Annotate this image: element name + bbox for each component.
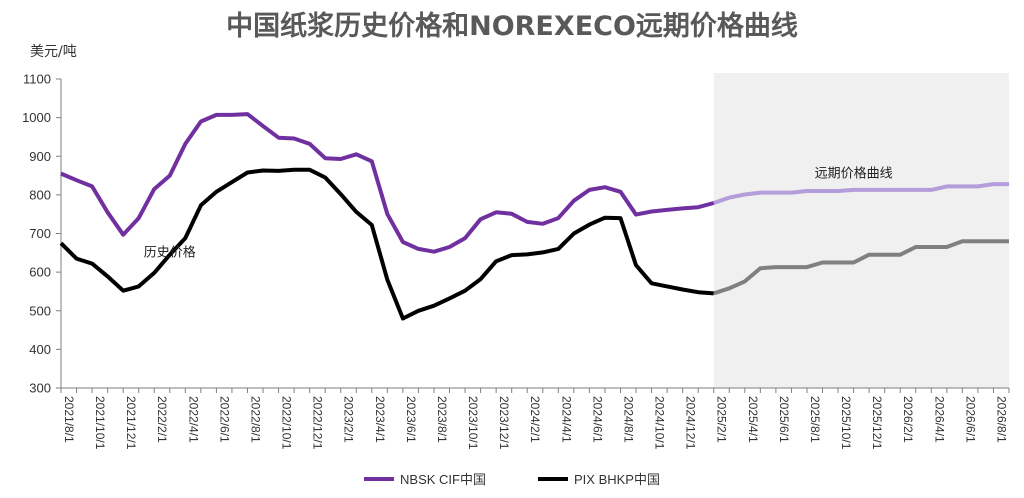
x-tick-label: 2023/10/1: [466, 396, 480, 450]
x-tick-label: 2023/4/1: [373, 396, 387, 443]
x-tick-label: 2026/2/1: [901, 396, 915, 443]
x-tick-label: 2023/8/1: [435, 396, 449, 443]
chart-title: 中国纸浆历史价格和NOREXECO远期价格曲线: [226, 11, 798, 42]
x-tick-label: 2024/10/1: [653, 396, 667, 450]
x-tick-label: 2024/8/1: [621, 396, 635, 443]
series-1-history-line: [59, 167, 714, 321]
annotation-1: 远期价格曲线: [815, 165, 893, 181]
x-tick-label: 2025/12/1: [870, 396, 884, 450]
y-tick-label: 400: [29, 342, 51, 357]
x-tick-label: 2022/8/1: [248, 396, 262, 443]
x-tick-label: 2023/12/1: [497, 396, 511, 450]
x-tick-label: 2025/10/1: [839, 396, 853, 450]
x-tick-label: 2024/4/1: [559, 396, 573, 443]
x-tick-label: 2022/4/1: [186, 396, 200, 443]
series-0-forecast-line: [713, 182, 1009, 205]
annotation-layer: 历史价格 远期价格曲线: [144, 165, 893, 260]
legend-item-nbsk: NBSK CIF中国: [364, 469, 486, 488]
x-tick-label: 2025/6/1: [777, 396, 791, 443]
x-tick-label: 2022/12/1: [311, 396, 325, 450]
x-tick-label: 2022/10/1: [280, 396, 294, 450]
x-tick-label: 2025/2/1: [715, 396, 729, 443]
annotation-0: 历史价格: [144, 245, 196, 261]
legend-item-pix: PIX BHKP中国: [538, 469, 660, 488]
series-layer: [59, 112, 1009, 321]
legend-label-nbsk: NBSK CIF中国: [400, 472, 486, 487]
series-1-forecast-line: [713, 239, 1009, 296]
legend-swatch-nbsk: [364, 476, 395, 481]
x-tick-label: 2024/12/1: [684, 396, 698, 450]
y-axis-unit-label: 美元/吨: [30, 44, 77, 60]
y-tick-label: 1000: [22, 110, 51, 125]
x-tick-label: 2024/6/1: [590, 396, 604, 443]
x-tick-label: 2021/10/1: [93, 396, 107, 450]
legend: NBSK CIF中国 PIX BHKP中国: [0, 469, 1024, 488]
x-tick-label: 2023/6/1: [404, 396, 418, 443]
x-tick-label: 2022/6/1: [217, 396, 231, 443]
x-tick-label: 2026/8/1: [994, 396, 1008, 443]
legend-swatch-pix: [538, 476, 568, 481]
x-tick-label: 2024/2/1: [528, 396, 542, 443]
y-axis: 300 400 500 600 700 800 900 1000 1100: [22, 72, 62, 396]
x-tick-label: 2026/4/1: [932, 396, 946, 443]
x-tick-label: 2025/4/1: [746, 396, 760, 443]
y-tick-label: 900: [29, 149, 51, 164]
x-tick-label: 2026/6/1: [963, 396, 977, 443]
y-tick-label: 700: [29, 226, 51, 241]
y-tick-label: 300: [29, 381, 51, 396]
legend-label-pix: PIX BHKP中国: [574, 472, 660, 487]
x-tick-label: 2021/8/1: [62, 396, 76, 443]
x-tick-label: 2021/12/1: [124, 396, 138, 450]
forecast-region: [713, 73, 1009, 388]
y-tick-label: 500: [29, 303, 51, 318]
x-tick-label: 2023/2/1: [342, 396, 356, 443]
y-tick-label: 800: [29, 187, 51, 202]
x-axis: 2021/8/1 2021/10/1 2021/12/1 2022/2/1 2022/4…: [60, 387, 1010, 450]
y-tick-label: 600: [29, 265, 51, 280]
x-tick-label: 2022/2/1: [155, 396, 169, 443]
series-0-history-line: [60, 112, 715, 254]
x-tick-label: 2025/8/1: [808, 396, 822, 443]
y-tick-label: 1100: [23, 72, 51, 87]
